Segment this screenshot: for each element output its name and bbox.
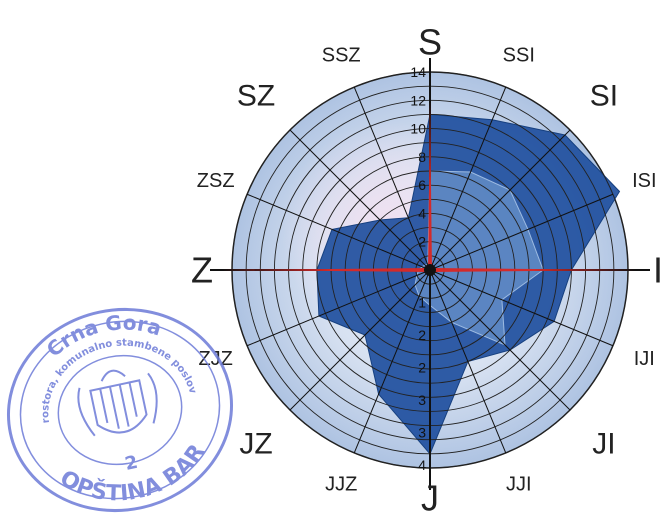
direction-label-s: S — [418, 22, 442, 63]
north-tick-label: 8 — [418, 149, 426, 165]
north-tick-label: 10 — [410, 121, 426, 137]
calm-marker-n — [428, 101, 432, 270]
direction-label-isi: ISI — [632, 170, 656, 192]
direction-label-sz: SZ — [237, 80, 275, 113]
coat-of-arms-icon — [77, 369, 158, 437]
spoke-jji — [429, 269, 507, 454]
spoke-ssz — [353, 86, 431, 271]
south-tick-label: 3 — [418, 392, 426, 408]
direction-label-jji: JJI — [506, 473, 532, 495]
north-tick-label: 4 — [418, 205, 426, 221]
direction-label-i: I — [653, 250, 663, 291]
direction-label-z: Z — [191, 250, 213, 291]
spoke-jz — [289, 269, 431, 411]
svg-text:Crna Gora: Crna Gora — [38, 300, 169, 364]
direction-label-ssi: SSI — [503, 45, 535, 67]
spoke-zsz — [246, 193, 431, 271]
north-tick-label: 2 — [418, 234, 426, 250]
calm-marker-w — [222, 268, 430, 272]
direction-label-si: SI — [590, 80, 618, 113]
north-tick-label: 12 — [410, 92, 426, 108]
spoke-isi — [429, 193, 614, 271]
south-tick-label: 4 — [418, 457, 426, 473]
south-tick-label: 2 — [418, 327, 426, 343]
north-tick-label: 14 — [410, 64, 426, 80]
direction-label-zsz: ZSZ — [197, 170, 235, 192]
direction-label-ji: JI — [592, 427, 615, 460]
north-tick-label: 6 — [418, 177, 426, 193]
spoke-sz — [289, 129, 431, 271]
center-hub — [424, 264, 436, 276]
direction-label-jz: JZ — [239, 427, 272, 460]
stamp-seal: Crna Gora Sekretarijat za uređenje prost… — [0, 300, 234, 520]
direction-label-ssz: SSZ — [322, 45, 361, 67]
south-tick-label: 1 — [418, 295, 426, 311]
south-tick-label: 2 — [418, 360, 426, 376]
spoke-jjz — [353, 269, 431, 454]
spoke-ssi — [429, 86, 507, 271]
spoke-ji — [429, 269, 571, 411]
direction-label-iji: IJI — [634, 348, 655, 370]
direction-label-jjz: JJZ — [325, 473, 357, 495]
stamp-number: 2 — [123, 452, 140, 475]
spoke-iji — [429, 269, 614, 347]
stamp-top-text: Crna Gora — [38, 300, 169, 364]
spoke-si — [429, 129, 571, 271]
calm-marker-e — [430, 268, 638, 272]
direction-label-j: J — [421, 478, 439, 519]
south-tick-label: 3 — [418, 425, 426, 441]
spoke-zjz — [246, 269, 431, 347]
